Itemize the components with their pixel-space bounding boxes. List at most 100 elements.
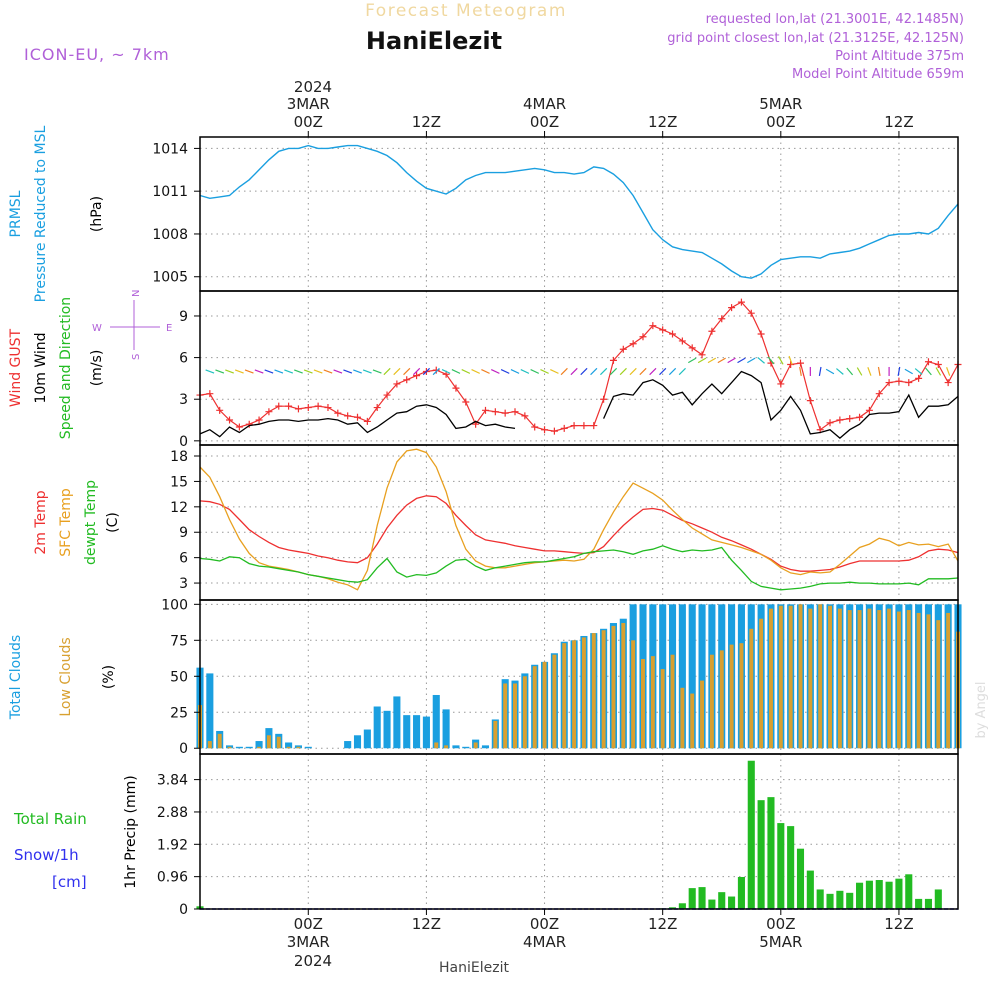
wind-gust-marker [836, 416, 844, 424]
wind-tick-label: 9 [179, 309, 188, 325]
total-cloud-bar [442, 709, 450, 749]
wind-direction-arrow [914, 368, 923, 375]
total-cloud-bar [462, 746, 470, 749]
wind-gust-marker [206, 390, 214, 398]
precip-bar [688, 888, 696, 909]
low-cloud-bar [296, 746, 301, 749]
low-cloud-bar [611, 625, 616, 749]
wind-gust-marker [373, 404, 381, 412]
low-cloud-bar [522, 676, 527, 749]
hour-label-top: 12Z [884, 113, 913, 131]
wind-direction-arrow [600, 367, 608, 376]
wind-direction-arrow [432, 367, 440, 376]
wind-gust-marker [924, 358, 932, 366]
total-cloud-bar [403, 715, 411, 749]
wind-gust-marker [432, 366, 440, 374]
total-rain-label: Total Rain [13, 810, 87, 828]
total-cloud-bar [304, 746, 312, 749]
pressure-tick-label: 1005 [152, 270, 188, 286]
wind-gust-marker [796, 359, 804, 367]
wind-direction-arrow [441, 369, 451, 374]
wind-tick-label: 0 [179, 434, 188, 450]
snow-unit-label: [cm] [52, 873, 87, 891]
wind-direction-arrow [254, 369, 264, 374]
low-cloud-bar [719, 650, 724, 749]
precip-bar [856, 882, 864, 909]
low-cloud-bar [818, 604, 823, 749]
wind-gust-marker [678, 337, 686, 345]
precip-bar [777, 823, 785, 909]
snow-label: Snow/1h [14, 846, 79, 864]
wind-10m-line [199, 370, 959, 439]
wind-direction-arrow [629, 367, 637, 376]
wind-direction-arrow [697, 357, 707, 364]
hour-label-bottom: 12Z [884, 915, 913, 933]
wind-gust-marker [934, 361, 942, 369]
temp-tick-label: 6 [179, 551, 188, 567]
clouds-axis-label: Total Clouds [8, 635, 24, 720]
pressure-panel-frame [199, 136, 959, 292]
wind-gust-marker [885, 379, 893, 387]
clouds-tick-label: 0 [179, 741, 188, 757]
wind-direction-arrow [333, 369, 343, 374]
wind-direction-arrow [205, 369, 215, 374]
pressure-axis-label: (hPa) [89, 196, 105, 232]
low-cloud-bar [473, 742, 478, 749]
wind-direction-arrow [570, 367, 578, 376]
precip-bar [934, 889, 942, 909]
low-cloud-bar [257, 746, 262, 749]
precip-panel-frame [199, 753, 959, 910]
wind-gust-marker [265, 408, 273, 416]
low-cloud-bar [227, 746, 232, 749]
low-cloud-bar [759, 618, 764, 749]
wind-direction-arrow [688, 357, 697, 364]
wind-gust-marker [826, 419, 834, 427]
precip-tick-label: 0.96 [157, 870, 188, 886]
date-label-top: 5MAR [759, 95, 802, 113]
footer-location: HaniElezit [439, 960, 509, 976]
hour-label-top: 00Z [530, 113, 559, 131]
wind-axis-label: Wind GUST [8, 328, 24, 407]
wind-direction-arrow [649, 367, 657, 376]
wind-gust-marker [580, 422, 588, 430]
watermark: by Angel [974, 681, 989, 738]
wind-axis-label: Speed and Direction [58, 297, 74, 439]
wind-gust-marker [757, 330, 765, 338]
wind-direction-arrow [639, 367, 647, 376]
low-cloud-bar [631, 640, 636, 749]
low-cloud-bar [867, 608, 872, 749]
temp-axis-label: SFC Temp [58, 488, 74, 557]
low-cloud-bar [591, 633, 596, 749]
low-cloud-bar [857, 610, 862, 749]
wind-direction-arrow [353, 369, 362, 374]
low-cloud-bar [276, 736, 281, 749]
wind-direction-arrow [284, 369, 294, 374]
pressure-tick-label: 1011 [152, 184, 188, 200]
low-cloud-bar [601, 630, 606, 749]
hour-label-top: 00Z [766, 113, 795, 131]
wind-direction-arrow [904, 368, 913, 375]
low-cloud-bar [513, 683, 517, 749]
precip-bar [875, 880, 883, 909]
hour-label-bottom: 00Z [294, 915, 323, 933]
low-cloud-bar [641, 659, 645, 749]
temp-tick-label: 12 [170, 500, 188, 516]
wind-direction-arrow [510, 369, 520, 374]
low-cloud-bar [286, 746, 291, 749]
low-cloud-bar [739, 643, 744, 749]
precip-bar [865, 880, 873, 909]
low-cloud-bar [828, 605, 832, 749]
wind-gust-marker [363, 417, 371, 425]
wind-direction-arrow [323, 369, 333, 374]
low-cloud-bar [581, 637, 586, 749]
hour-label-bottom: 00Z [530, 915, 559, 933]
hour-label-bottom: 12Z [412, 915, 441, 933]
wind-direction-arrow [412, 367, 421, 376]
wind-gust-marker [501, 409, 509, 417]
wind-gust-marker [629, 340, 637, 348]
low-cloud-bar [798, 604, 803, 749]
wind-gust-marker [314, 402, 322, 410]
wind-gust-marker [285, 402, 293, 410]
wind-direction-arrow [925, 367, 932, 376]
clouds-tick-label: 25 [170, 705, 188, 721]
